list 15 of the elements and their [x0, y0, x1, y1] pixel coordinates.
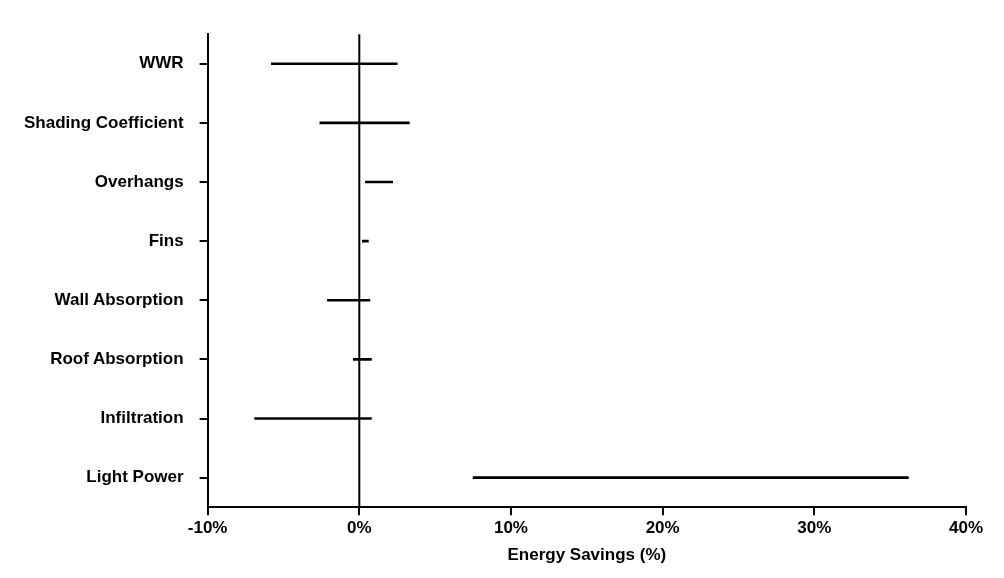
- x-tick-label: 10%: [493, 518, 528, 538]
- y-tick-label: Fins: [148, 230, 184, 250]
- y-tick-label: Light Power: [86, 467, 184, 487]
- x-tick-label: 0%: [347, 518, 372, 538]
- y-tick-label: WWR: [139, 53, 184, 73]
- x-tick-label: 30%: [797, 518, 832, 538]
- y-tick-label: Roof Absorption: [50, 349, 184, 369]
- x-tick-label: 20%: [645, 518, 680, 538]
- x-axis-title: Energy Savings (%): [507, 545, 667, 565]
- y-tick-label: Infiltration: [100, 408, 184, 428]
- y-tick-label: Overhangs: [94, 171, 184, 191]
- x-tick-label: -10%: [187, 518, 228, 538]
- y-tick-label: Wall Absorption: [54, 289, 184, 309]
- x-tick-label: 40%: [948, 518, 984, 538]
- y-tick-label: Shading Coefficient: [23, 112, 184, 132]
